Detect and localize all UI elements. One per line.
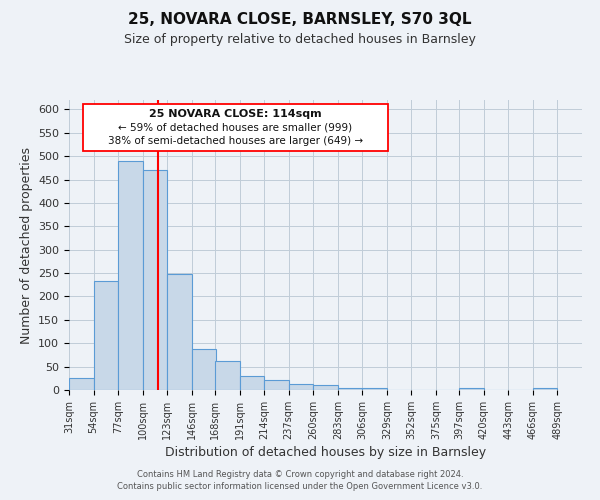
Bar [533, 388, 557, 390]
Text: 25, NOVARA CLOSE, BARNSLEY, S70 3QL: 25, NOVARA CLOSE, BARNSLEY, S70 3QL [128, 12, 472, 28]
Bar [338, 388, 362, 390]
Bar [460, 388, 484, 390]
Bar [215, 361, 239, 390]
Text: Contains HM Land Registry data © Crown copyright and database right 2024.: Contains HM Land Registry data © Crown c… [137, 470, 463, 479]
FancyBboxPatch shape [83, 104, 388, 152]
Text: 38% of semi-detached houses are larger (649) →: 38% of semi-detached houses are larger (… [108, 136, 363, 146]
Text: Contains public sector information licensed under the Open Government Licence v3: Contains public sector information licen… [118, 482, 482, 491]
Bar [289, 384, 313, 390]
Bar [143, 170, 167, 390]
Bar [167, 274, 191, 390]
Bar [118, 161, 143, 390]
Bar [191, 349, 216, 390]
Bar [264, 380, 289, 390]
Text: ← 59% of detached houses are smaller (999): ← 59% of detached houses are smaller (99… [118, 122, 352, 132]
X-axis label: Distribution of detached houses by size in Barnsley: Distribution of detached houses by size … [165, 446, 486, 459]
Bar [69, 378, 94, 390]
Bar [239, 376, 264, 390]
Text: 25 NOVARA CLOSE: 114sqm: 25 NOVARA CLOSE: 114sqm [149, 109, 322, 119]
Bar [362, 388, 387, 390]
Bar [313, 385, 338, 390]
Y-axis label: Number of detached properties: Number of detached properties [20, 146, 32, 344]
Bar [94, 282, 118, 390]
Text: Size of property relative to detached houses in Barnsley: Size of property relative to detached ho… [124, 32, 476, 46]
